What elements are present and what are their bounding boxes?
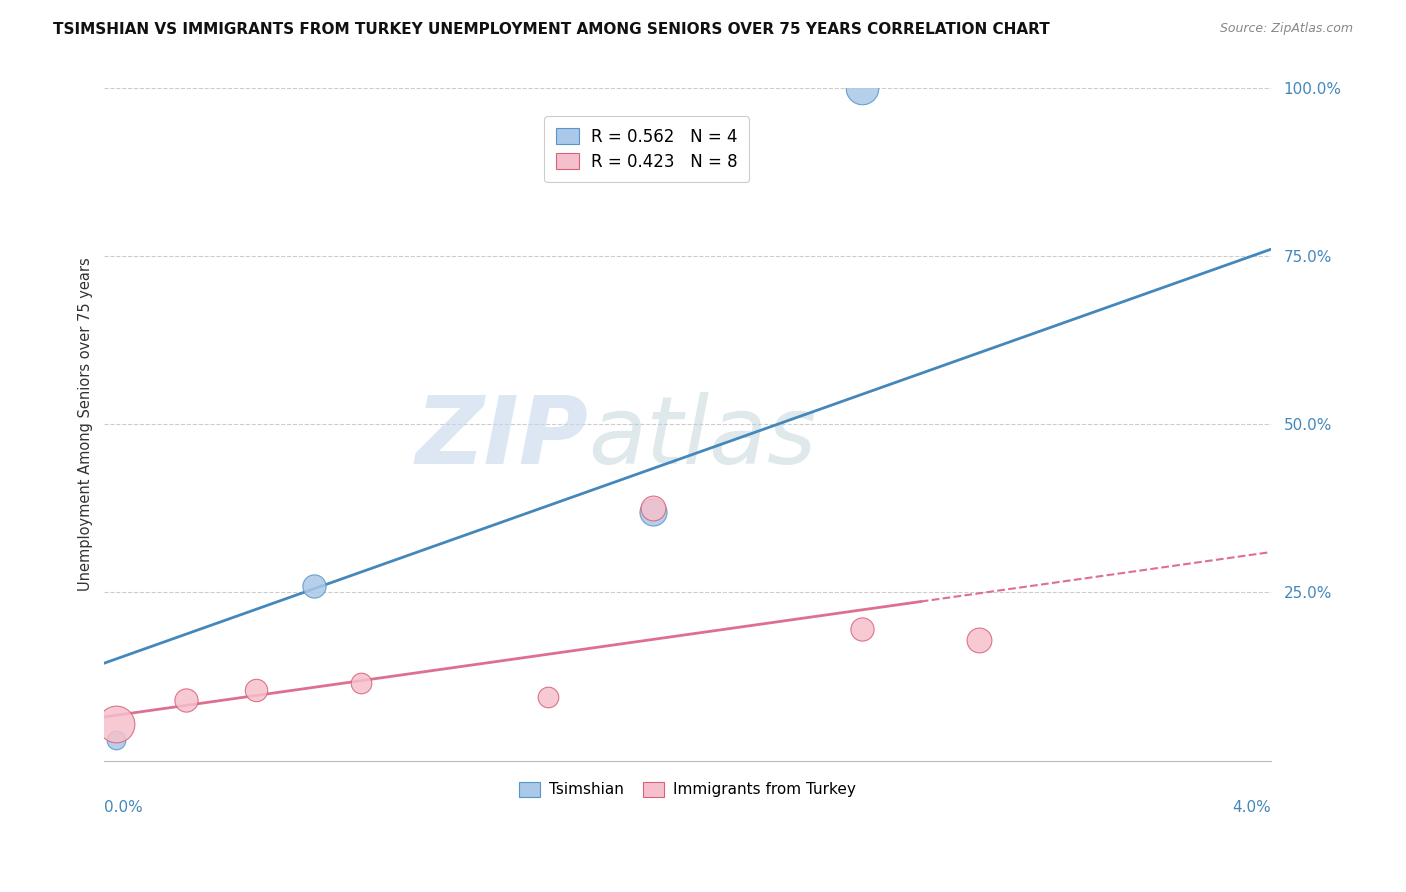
Text: TSIMSHIAN VS IMMIGRANTS FROM TURKEY UNEMPLOYMENT AMONG SENIORS OVER 75 YEARS COR: TSIMSHIAN VS IMMIGRANTS FROM TURKEY UNEM… <box>53 22 1050 37</box>
Point <box>536 690 558 704</box>
Text: Source: ZipAtlas.com: Source: ZipAtlas.com <box>1219 22 1353 36</box>
Point <box>641 501 664 516</box>
Point <box>304 579 326 593</box>
Text: 0.0%: 0.0% <box>104 799 143 814</box>
Point <box>967 632 990 647</box>
Point <box>641 505 664 519</box>
Point <box>851 81 873 95</box>
Y-axis label: Unemployment Among Seniors over 75 years: Unemployment Among Seniors over 75 years <box>79 258 93 591</box>
Point <box>105 733 128 747</box>
Point <box>105 716 128 731</box>
Text: 4.0%: 4.0% <box>1232 799 1271 814</box>
Point <box>245 683 267 698</box>
Point <box>174 693 197 707</box>
Point <box>350 676 373 690</box>
Legend: Tsimshian, Immigrants from Turkey: Tsimshian, Immigrants from Turkey <box>513 776 862 804</box>
Text: atlas: atlas <box>588 392 817 483</box>
Text: ZIP: ZIP <box>416 392 588 483</box>
Point <box>851 623 873 637</box>
